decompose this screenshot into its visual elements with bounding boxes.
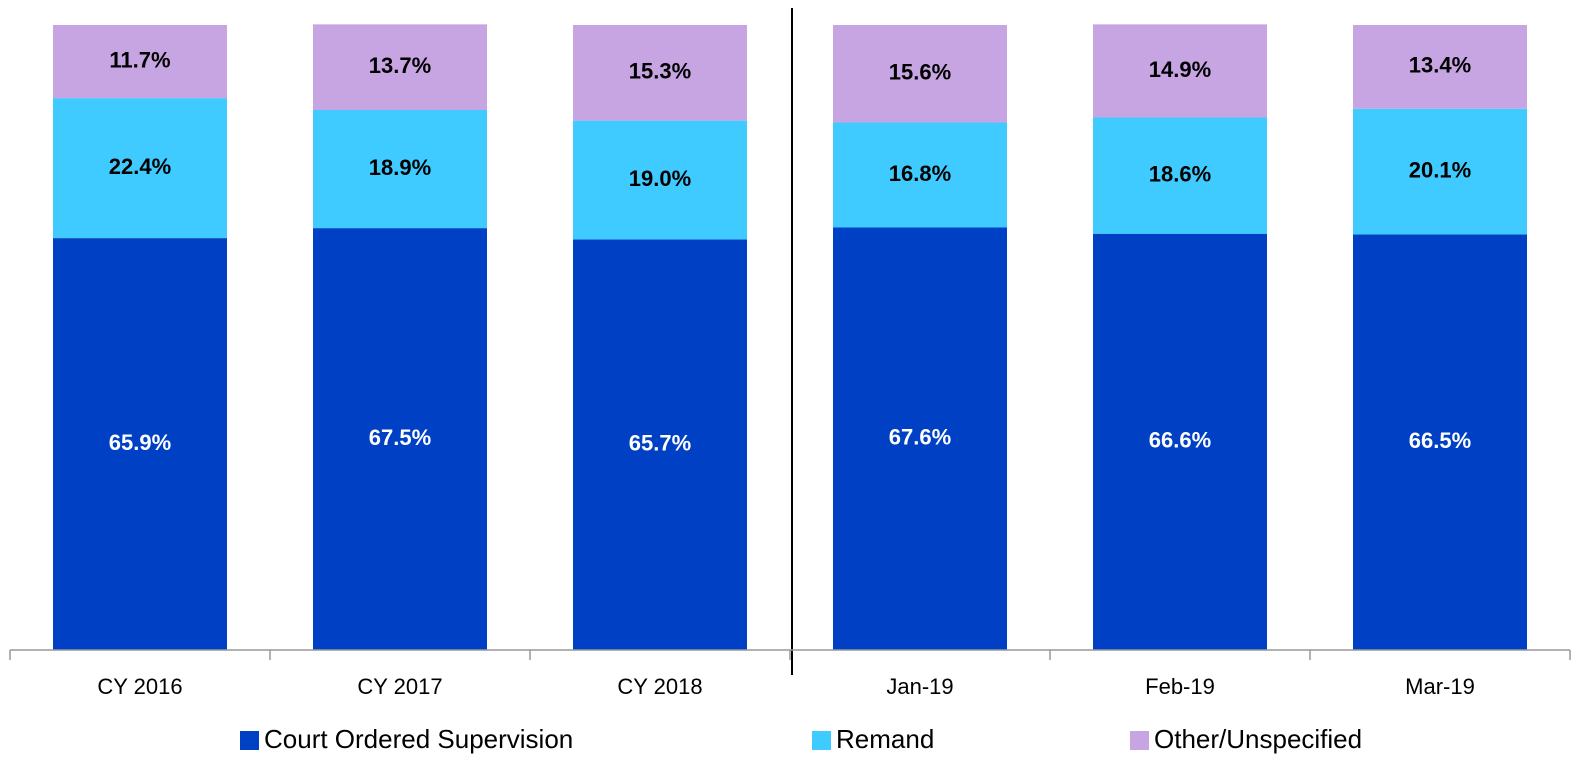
value-label: 11.7% xyxy=(109,47,170,72)
bar-segment xyxy=(53,238,227,650)
value-label: 15.3% xyxy=(629,59,691,84)
x-tick-label: CY 2016 xyxy=(97,674,182,699)
bar-segment xyxy=(313,228,487,650)
value-label: 65.9% xyxy=(109,430,171,455)
value-label: 67.5% xyxy=(369,425,431,450)
bar-segment xyxy=(313,110,487,229)
bar-segment xyxy=(573,25,747,121)
bar-segment xyxy=(1093,24,1267,118)
x-tick-label: CY 2018 xyxy=(617,674,702,699)
value-label: 22.4% xyxy=(109,154,171,179)
bar-segment xyxy=(53,25,227,99)
value-label: 13.7% xyxy=(369,53,431,78)
x-tick-label: Feb-19 xyxy=(1145,674,1215,699)
value-label: 67.6% xyxy=(889,425,951,450)
value-label: 65.7% xyxy=(629,431,691,456)
bar-segment xyxy=(1353,25,1527,109)
x-tick-label: CY 2017 xyxy=(357,674,442,699)
value-label: 66.6% xyxy=(1149,428,1211,453)
x-tick-label: Jan-19 xyxy=(886,674,953,699)
bar-segment xyxy=(1353,108,1527,235)
legend-swatch xyxy=(1130,731,1149,750)
legend-label: Other/Unspecified xyxy=(1154,724,1362,754)
x-tick-label: Mar-19 xyxy=(1405,674,1475,699)
bar-segment xyxy=(53,98,227,239)
value-label: 16.8% xyxy=(889,161,951,186)
legend-label: Remand xyxy=(836,724,934,754)
bar-segment xyxy=(573,120,747,240)
bar-segment xyxy=(1093,117,1267,234)
value-label: 14.9% xyxy=(1149,57,1211,82)
bar-segment xyxy=(313,24,487,110)
value-label: 18.6% xyxy=(1149,161,1211,186)
value-label: 13.4% xyxy=(1409,53,1471,78)
bar-segment xyxy=(573,239,747,650)
bar-segment xyxy=(1353,234,1527,650)
value-label: 19.0% xyxy=(629,166,691,191)
legend-swatch xyxy=(240,731,259,750)
bar-segment xyxy=(833,122,1007,228)
value-label: 20.1% xyxy=(1409,157,1471,182)
value-label: 66.5% xyxy=(1409,428,1471,453)
bar-segment xyxy=(1093,233,1267,650)
legend-label: Court Ordered Supervision xyxy=(264,724,573,754)
value-label: 15.6% xyxy=(889,60,951,85)
value-label: 18.9% xyxy=(369,155,431,180)
bar-segment xyxy=(833,25,1007,123)
bar-segment xyxy=(833,227,1007,650)
legend-swatch xyxy=(812,731,831,750)
